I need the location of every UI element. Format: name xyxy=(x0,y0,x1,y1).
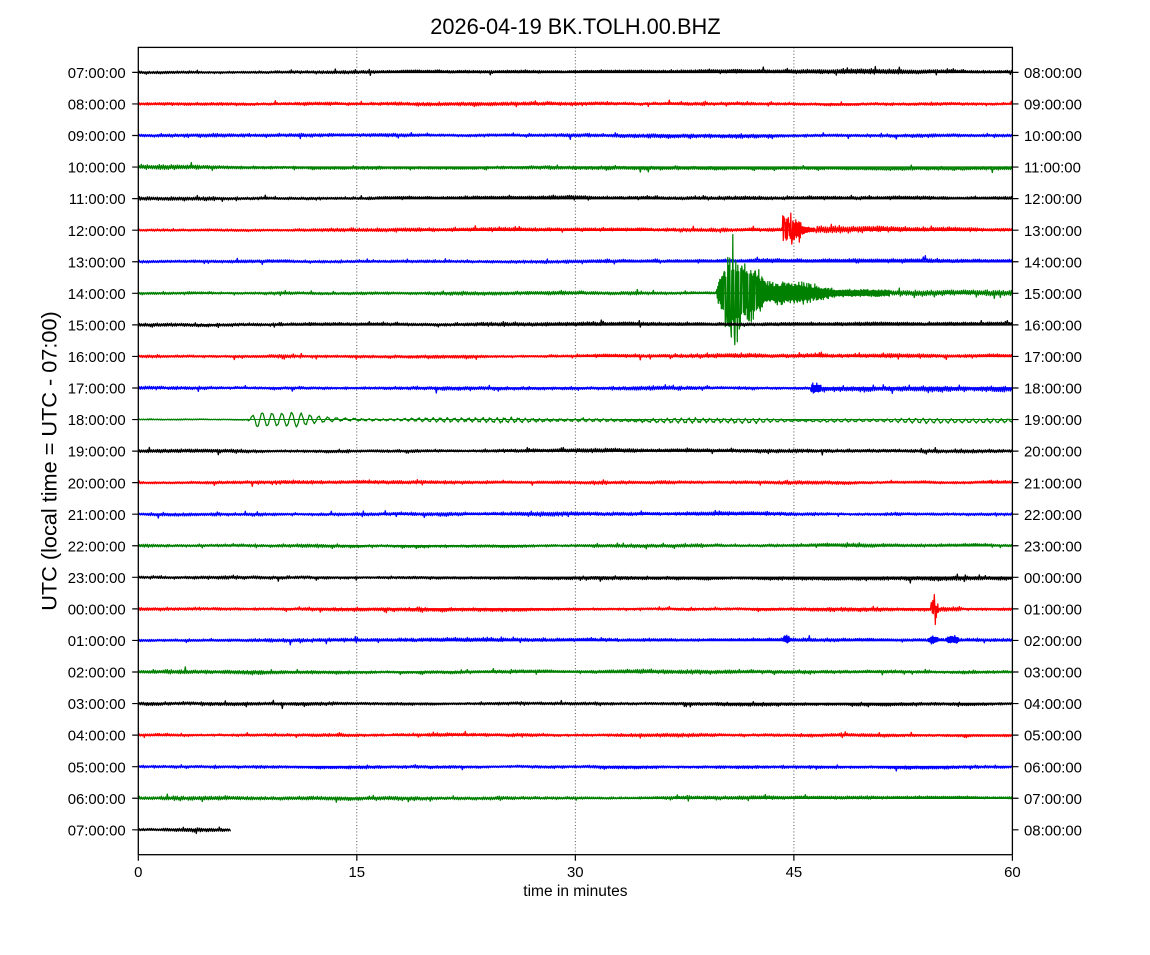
svg-text:00:00:00: 00:00:00 xyxy=(68,603,126,619)
svg-text:05:00:00: 05:00:00 xyxy=(68,760,126,776)
svg-text:60: 60 xyxy=(1004,865,1021,881)
svg-text:03:00:00: 03:00:00 xyxy=(68,697,126,713)
svg-text:0: 0 xyxy=(134,865,142,881)
svg-text:15:00:00: 15:00:00 xyxy=(1024,287,1082,303)
svg-text:02:00:00: 02:00:00 xyxy=(1024,634,1082,650)
svg-text:UTC (local time = UTC - 07:00): UTC (local time = UTC - 07:00) xyxy=(37,311,62,610)
svg-text:11:00:00: 11:00:00 xyxy=(1024,161,1081,177)
svg-text:23:00:00: 23:00:00 xyxy=(1024,539,1082,555)
svg-text:10:00:00: 10:00:00 xyxy=(68,161,126,177)
svg-text:20:00:00: 20:00:00 xyxy=(68,476,126,492)
svg-text:07:00:00: 07:00:00 xyxy=(1024,792,1082,808)
svg-text:08:00:00: 08:00:00 xyxy=(68,98,126,114)
svg-text:18:00:00: 18:00:00 xyxy=(1024,382,1082,398)
svg-text:04:00:00: 04:00:00 xyxy=(68,729,126,745)
svg-text:08:00:00: 08:00:00 xyxy=(1024,823,1082,839)
svg-text:06:00:00: 06:00:00 xyxy=(1024,760,1082,776)
svg-text:00:00:00: 00:00:00 xyxy=(1024,571,1082,587)
svg-text:12:00:00: 12:00:00 xyxy=(1024,192,1082,208)
svg-text:06:00:00: 06:00:00 xyxy=(68,792,126,808)
svg-text:22:00:00: 22:00:00 xyxy=(1024,508,1082,524)
svg-text:16:00:00: 16:00:00 xyxy=(1024,319,1082,335)
svg-text:09:00:00: 09:00:00 xyxy=(1024,98,1082,114)
svg-text:10:00:00: 10:00:00 xyxy=(1024,129,1082,145)
svg-text:15:00:00: 15:00:00 xyxy=(68,319,126,335)
svg-text:07:00:00: 07:00:00 xyxy=(68,823,126,839)
svg-text:19:00:00: 19:00:00 xyxy=(1024,413,1082,429)
svg-text:22:00:00: 22:00:00 xyxy=(68,539,126,555)
svg-text:21:00:00: 21:00:00 xyxy=(1024,476,1082,492)
svg-text:14:00:00: 14:00:00 xyxy=(68,287,126,303)
svg-text:04:00:00: 04:00:00 xyxy=(1024,697,1082,713)
svg-text:time in minutes: time in minutes xyxy=(523,883,627,900)
svg-text:03:00:00: 03:00:00 xyxy=(1024,666,1082,682)
svg-text:09:00:00: 09:00:00 xyxy=(68,129,126,145)
svg-text:30: 30 xyxy=(567,865,584,881)
svg-text:02:00:00: 02:00:00 xyxy=(68,666,126,682)
svg-text:18:00:00: 18:00:00 xyxy=(68,413,126,429)
svg-text:01:00:00: 01:00:00 xyxy=(68,634,126,650)
svg-text:07:00:00: 07:00:00 xyxy=(68,66,126,82)
svg-text:20:00:00: 20:00:00 xyxy=(1024,445,1082,461)
svg-text:45: 45 xyxy=(786,865,803,881)
svg-text:12:00:00: 12:00:00 xyxy=(68,224,126,240)
svg-text:15: 15 xyxy=(349,865,366,881)
svg-text:08:00:00: 08:00:00 xyxy=(1024,66,1082,82)
svg-text:01:00:00: 01:00:00 xyxy=(1024,603,1082,619)
svg-text:05:00:00: 05:00:00 xyxy=(1024,729,1082,745)
svg-text:21:00:00: 21:00:00 xyxy=(68,508,126,524)
svg-text:23:00:00: 23:00:00 xyxy=(68,571,126,587)
svg-text:11:00:00: 11:00:00 xyxy=(69,192,126,208)
svg-text:14:00:00: 14:00:00 xyxy=(1024,255,1082,271)
svg-text:13:00:00: 13:00:00 xyxy=(1024,224,1082,240)
svg-text:17:00:00: 17:00:00 xyxy=(68,382,126,398)
svg-text:16:00:00: 16:00:00 xyxy=(68,350,126,366)
svg-text:17:00:00: 17:00:00 xyxy=(1024,350,1082,366)
svg-text:2026-04-19 BK.TOLH.00.BHZ: 2026-04-19 BK.TOLH.00.BHZ xyxy=(430,14,720,39)
svg-text:13:00:00: 13:00:00 xyxy=(68,255,126,271)
svg-text:19:00:00: 19:00:00 xyxy=(68,445,126,461)
